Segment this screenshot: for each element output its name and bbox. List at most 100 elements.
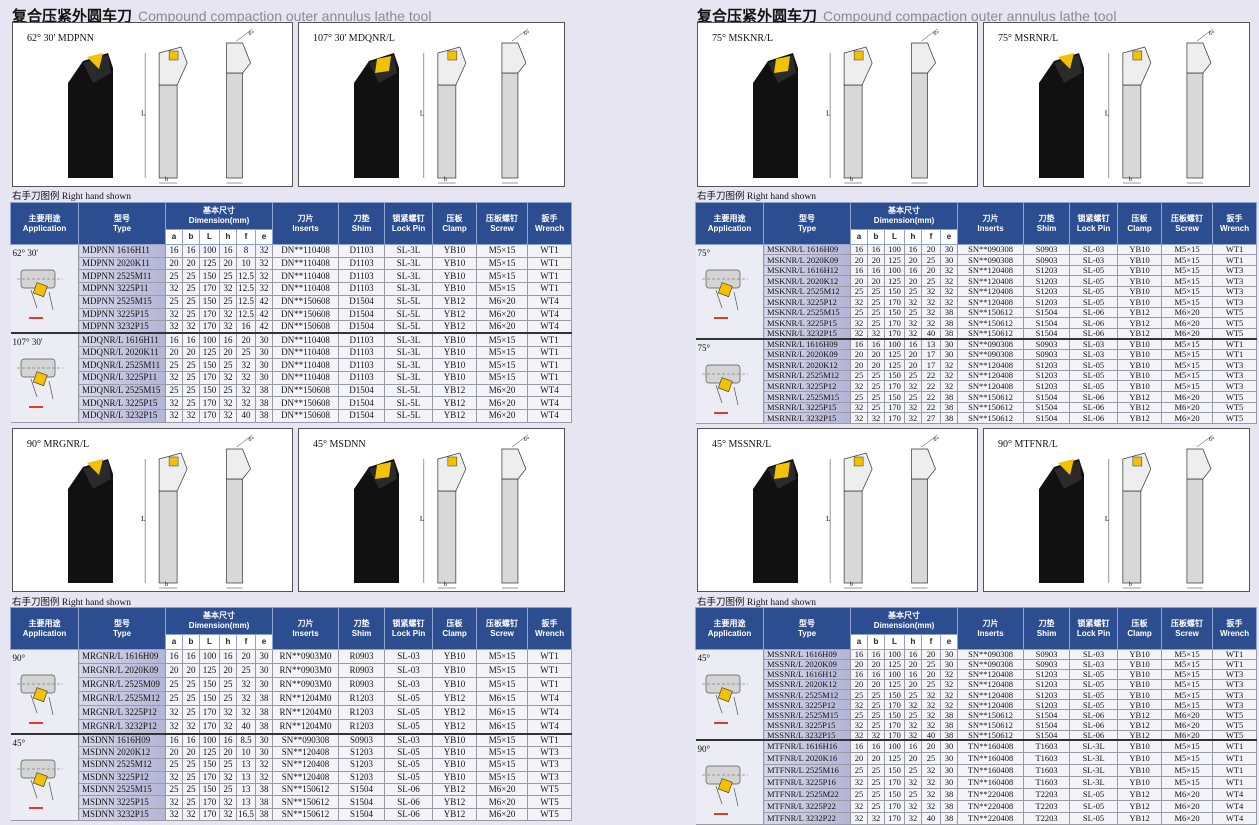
dim-f-cell: 12.5 <box>236 307 256 322</box>
shim-cell: T2203 <box>1023 787 1071 801</box>
dim-b-cell: 25 <box>867 763 885 777</box>
dim-b-cell: 25 <box>182 307 200 322</box>
dim-f-cell: 22 <box>921 369 941 382</box>
insert-icon <box>87 459 103 475</box>
screw-cell: M6×20 <box>476 383 529 398</box>
table-row: MSSNR/L 3232P15 32 32 170 32 40 38 SN**150612 S1… <box>696 729 1258 741</box>
table-row: 75° MSKNR/L 1616H09 16 16 100 16 20 30 SN**09030… <box>695 243 1258 340</box>
insert-cell: SN**090308 <box>957 337 1025 350</box>
clamp-cell: YB12 <box>1117 729 1163 741</box>
application-angle: 75° <box>697 248 711 258</box>
clamp-cell: YB10 <box>1117 359 1163 371</box>
shim-cell: S1504 <box>1023 317 1071 329</box>
insert-cell: SN**150612 <box>957 317 1025 329</box>
dim-b-cell: 25 <box>867 296 885 308</box>
shim-cell: T1603 <box>1023 775 1071 789</box>
header-dim-e: e <box>254 634 274 650</box>
header-wrench-en: Wrench <box>534 628 565 638</box>
wrench-cell: WT1 <box>1212 348 1258 361</box>
insert-cell: SN**150612 <box>957 719 1025 731</box>
dim-h-cell: 25 <box>904 391 922 403</box>
wrench-cell: WT5 <box>1212 412 1258 424</box>
header-type: 型号 Type <box>78 202 166 245</box>
header-dim-e: e <box>939 229 959 245</box>
insert-cell: SN**090308 <box>957 659 1025 671</box>
clamp-cell: YB10 <box>432 663 478 679</box>
dim-a-cell: 32 <box>165 320 183 334</box>
dim-f-cell: 32 <box>921 306 941 319</box>
wrench-cell: WT4 <box>527 383 573 398</box>
clamp-cell: YB10 <box>432 282 478 296</box>
table-row: 107° 30' MDQNR/L 1616H11 16 16 100 16 20 30 DN**… <box>10 332 573 423</box>
header-lock-pin-en: Lock Pin <box>391 223 426 233</box>
header-screw: 压板螺钉 Screw <box>476 202 529 245</box>
header-application-cn: 主要用途 <box>28 213 61 223</box>
lock-pin-cell: SL-05 <box>384 745 434 760</box>
header-application-cn: 主要用途 <box>28 618 61 628</box>
dim-f-cell: 13 <box>236 782 256 797</box>
type-cell: MTFNR/L 2525M16 <box>763 763 851 777</box>
table-row: MTFNR/L 3225P16 32 25 170 32 32 30 TN**160408 T1… <box>696 775 1258 789</box>
dim-b-cell: 32 <box>867 412 885 424</box>
dim-e-cell: 38 <box>254 705 274 721</box>
wrench-cell: WT1 <box>527 358 573 373</box>
dim-b-cell: 25 <box>867 799 885 813</box>
length-label: L <box>420 515 424 523</box>
dim-f-cell: 40 <box>921 729 941 741</box>
type-cell: MSSNR/L 2525M12 <box>763 689 851 701</box>
dim-h-cell: 25 <box>219 782 237 797</box>
header-wrench: 扳手 Wrench <box>1212 607 1258 650</box>
dim-b-cell: 25 <box>182 269 200 284</box>
table-row: MDPNN 3225P11 32 25 170 32 12.5 32 DN**110408 D1… <box>11 282 573 296</box>
header-application-en: Application <box>707 628 752 638</box>
screw-cell: M6×20 <box>1161 799 1214 813</box>
spec-table: 主要用途 Application 型号 Type 基本尺寸 Dimension(mm) 刀片… <box>10 202 573 423</box>
dim-e-cell: 38 <box>254 396 274 411</box>
dim-L-cell: 100 <box>199 732 220 747</box>
dim-b-cell: 25 <box>867 699 885 711</box>
dim-L-cell: 125 <box>199 745 220 760</box>
dim-h-cell: 16 <box>904 648 922 661</box>
header-dim-b: b <box>182 634 200 650</box>
header-dim-L: L <box>884 634 905 650</box>
header-wrench-en: Wrench <box>534 223 565 233</box>
tool-drawing: Lb 6° <box>753 434 940 589</box>
header-application-en: Application <box>22 628 67 638</box>
dimension-drawing: Lb 6° <box>826 28 940 184</box>
dim-a-cell: 25 <box>850 763 868 777</box>
type-cell: MSKNR/L 2020K09 <box>763 254 851 266</box>
dim-f-cell: 13 <box>236 758 256 772</box>
toolholder-photo <box>354 459 399 583</box>
wrench-cell: WT1 <box>1212 243 1258 256</box>
header-screw-en: Screw <box>490 223 514 233</box>
dim-e-cell: 30 <box>939 648 959 661</box>
dim-e-cell: 32 <box>254 758 274 772</box>
dim-e-cell: 30 <box>939 348 959 361</box>
dim-L-cell: 170 <box>884 327 905 340</box>
table-row: MSKNR/L 2020K12 20 20 125 20 25 32 SN**120408 S1… <box>696 275 1258 287</box>
dim-h-cell: 32 <box>904 401 922 414</box>
dim-h-cell: 32 <box>219 371 237 385</box>
shim-cell: S1203 <box>1023 275 1071 287</box>
application-angle: 45° <box>12 738 26 748</box>
screw-cell: M6×20 <box>476 807 529 822</box>
dim-a-cell: 25 <box>850 689 868 701</box>
shim-cell: S1203 <box>1023 369 1071 382</box>
dim-b-cell: 25 <box>867 401 885 414</box>
header-wrench-cn: 扳手 <box>541 618 558 628</box>
lock-pin-cell: SL-05 <box>1069 787 1119 801</box>
header-dim-a: a <box>850 634 868 650</box>
clamp-cell: YB12 <box>432 705 478 721</box>
dim-f-cell: 32 <box>236 396 256 411</box>
spec-table: 主要用途 Application 型号 Type 基本尺寸 Dimension(mm) 刀片… <box>695 202 1258 424</box>
header-lock-pin-cn: 锁紧螺钉 <box>392 618 425 628</box>
clamp-cell: YB12 <box>1117 412 1163 424</box>
shim-cell: D1103 <box>338 269 386 284</box>
right-hand-caption: 右手刀图例 Right hand shown <box>12 192 132 202</box>
dim-L-cell: 170 <box>199 795 220 809</box>
dim-f-cell: 32 <box>236 691 256 707</box>
dim-e-cell: 32 <box>939 264 959 277</box>
wrench-cell: WT3 <box>1212 380 1258 393</box>
tool-model-label: 90° MTFNR/L <box>998 439 1058 450</box>
